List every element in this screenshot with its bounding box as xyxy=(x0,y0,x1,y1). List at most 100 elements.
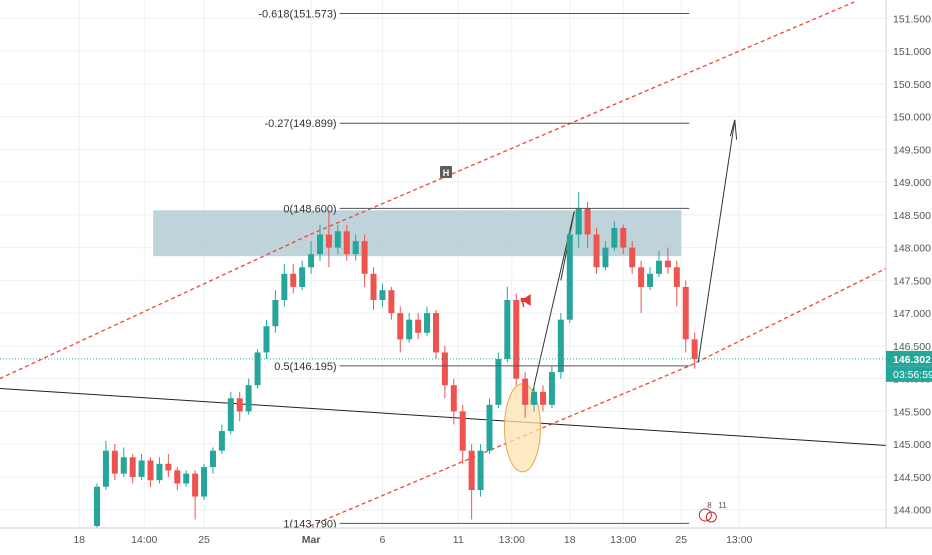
time-tick-label: 11 xyxy=(453,534,464,546)
time-tick-label: 25 xyxy=(198,534,210,546)
channel-lower-line xyxy=(309,364,691,527)
candle-body xyxy=(664,260,671,268)
candle-body xyxy=(432,313,439,353)
candle-body xyxy=(575,208,582,235)
arrow-head-2 xyxy=(729,119,738,140)
price-tick-label: 144.000 xyxy=(893,505,931,517)
price-tick-label: 149.500 xyxy=(893,144,931,156)
candle-body xyxy=(361,241,368,274)
candle-body xyxy=(263,326,270,353)
candle-body xyxy=(218,431,225,451)
bottom-marker-value-2: 11 xyxy=(718,501,727,510)
candle-body xyxy=(691,339,698,359)
bottom-marker-value-1: 8 xyxy=(707,501,712,510)
current-price-value: 146.302 xyxy=(893,354,931,366)
candle-body xyxy=(638,267,645,287)
time-tick-label: 14:00 xyxy=(131,534,157,546)
candle-body xyxy=(245,385,252,412)
candle-body xyxy=(522,378,529,405)
grid xyxy=(0,0,886,528)
candle-body xyxy=(352,241,359,255)
candle-body xyxy=(94,486,100,527)
fib-level-label: -0.618(151.573) xyxy=(258,9,336,21)
time-tick-label: 13:00 xyxy=(499,534,525,546)
fib-level-label: -0.27(149.899) xyxy=(264,118,336,130)
candle-body xyxy=(290,273,297,287)
price-tick-label: 145.000 xyxy=(893,439,931,451)
candle-body xyxy=(468,450,475,491)
candle-body xyxy=(548,372,555,405)
fib-level-label: 0.5(146.195) xyxy=(274,361,336,373)
countdown-value: 03:56:59 xyxy=(893,369,932,381)
fib-level-label: 1(143.790) xyxy=(283,518,336,530)
price-tick-label: 144.500 xyxy=(893,472,931,484)
candle-body xyxy=(192,473,199,497)
time-axis-bg xyxy=(0,528,932,550)
candle-body xyxy=(584,208,591,235)
fib-level-label: 0(148.600) xyxy=(283,203,336,215)
bottom-marker-circle xyxy=(698,508,712,522)
price-tick-label: 151.000 xyxy=(893,46,931,58)
time-tick-label: Mar xyxy=(302,534,321,546)
megaphone-shape xyxy=(520,294,531,307)
candle-body xyxy=(174,470,181,484)
price-tick-label: 146.500 xyxy=(893,341,931,353)
price-axis: 151.500 151.000 150.500 150.000 149.500 149.0… xyxy=(885,0,932,550)
resistance-zone xyxy=(153,210,682,257)
candle-body xyxy=(254,352,261,386)
candle-body xyxy=(102,450,109,487)
current-price-badge xyxy=(886,350,932,367)
channel-upper-line-ext xyxy=(309,1,855,236)
candle-body xyxy=(343,231,350,255)
event-marker-box xyxy=(440,166,452,178)
price-tick-label: 150.500 xyxy=(893,79,931,91)
candle-body xyxy=(334,231,341,248)
candle-body xyxy=(227,398,234,432)
bottom-marker-circle-2 xyxy=(705,511,717,523)
annotations: H 8 11 xyxy=(0,166,886,523)
candle-body xyxy=(388,290,395,314)
candle-body xyxy=(299,267,306,287)
candle-body xyxy=(450,385,457,412)
candle-body xyxy=(602,247,609,268)
candle-body xyxy=(138,460,145,477)
trendline xyxy=(0,387,887,446)
time-axis: 18 14:00 25 Mar 6 11 13:00 18 13:00 25 13:00 xyxy=(0,527,932,550)
price-axis-bg xyxy=(886,0,932,550)
candle-body xyxy=(673,267,680,287)
time-tick-label: 13:00 xyxy=(610,534,636,546)
candle-body xyxy=(272,300,279,327)
candle-body xyxy=(111,450,118,474)
candle-body xyxy=(325,234,332,248)
candle-body xyxy=(370,273,377,301)
drawing-lines xyxy=(0,1,889,527)
candles xyxy=(94,191,698,530)
arrow-up-2 xyxy=(697,119,736,363)
megaphone-handle xyxy=(521,301,525,308)
candle-body xyxy=(557,319,564,373)
candle-body xyxy=(655,260,662,274)
candle-body xyxy=(424,313,431,333)
price-tick-label: 147.500 xyxy=(893,275,931,287)
candle-body xyxy=(647,273,654,287)
candle-body xyxy=(317,234,323,255)
candle-body xyxy=(513,300,520,379)
candle-body xyxy=(165,463,172,471)
candle-body xyxy=(441,352,448,386)
candle-body xyxy=(406,319,413,340)
candle-body xyxy=(504,300,511,359)
price-tick-label: 148.000 xyxy=(893,243,931,255)
candle-body xyxy=(629,247,636,268)
price-tick-label: 150.000 xyxy=(893,112,931,124)
price-tick-label: 147.000 xyxy=(893,308,931,320)
time-tick-label: 6 xyxy=(380,534,386,546)
candle-body xyxy=(156,463,163,481)
candle-body xyxy=(183,473,190,484)
candle-body xyxy=(486,404,493,451)
price-tick-label: 149.000 xyxy=(893,177,931,189)
channel-upper-line xyxy=(0,233,311,380)
candle-body xyxy=(495,358,502,405)
candle-body xyxy=(531,391,538,405)
